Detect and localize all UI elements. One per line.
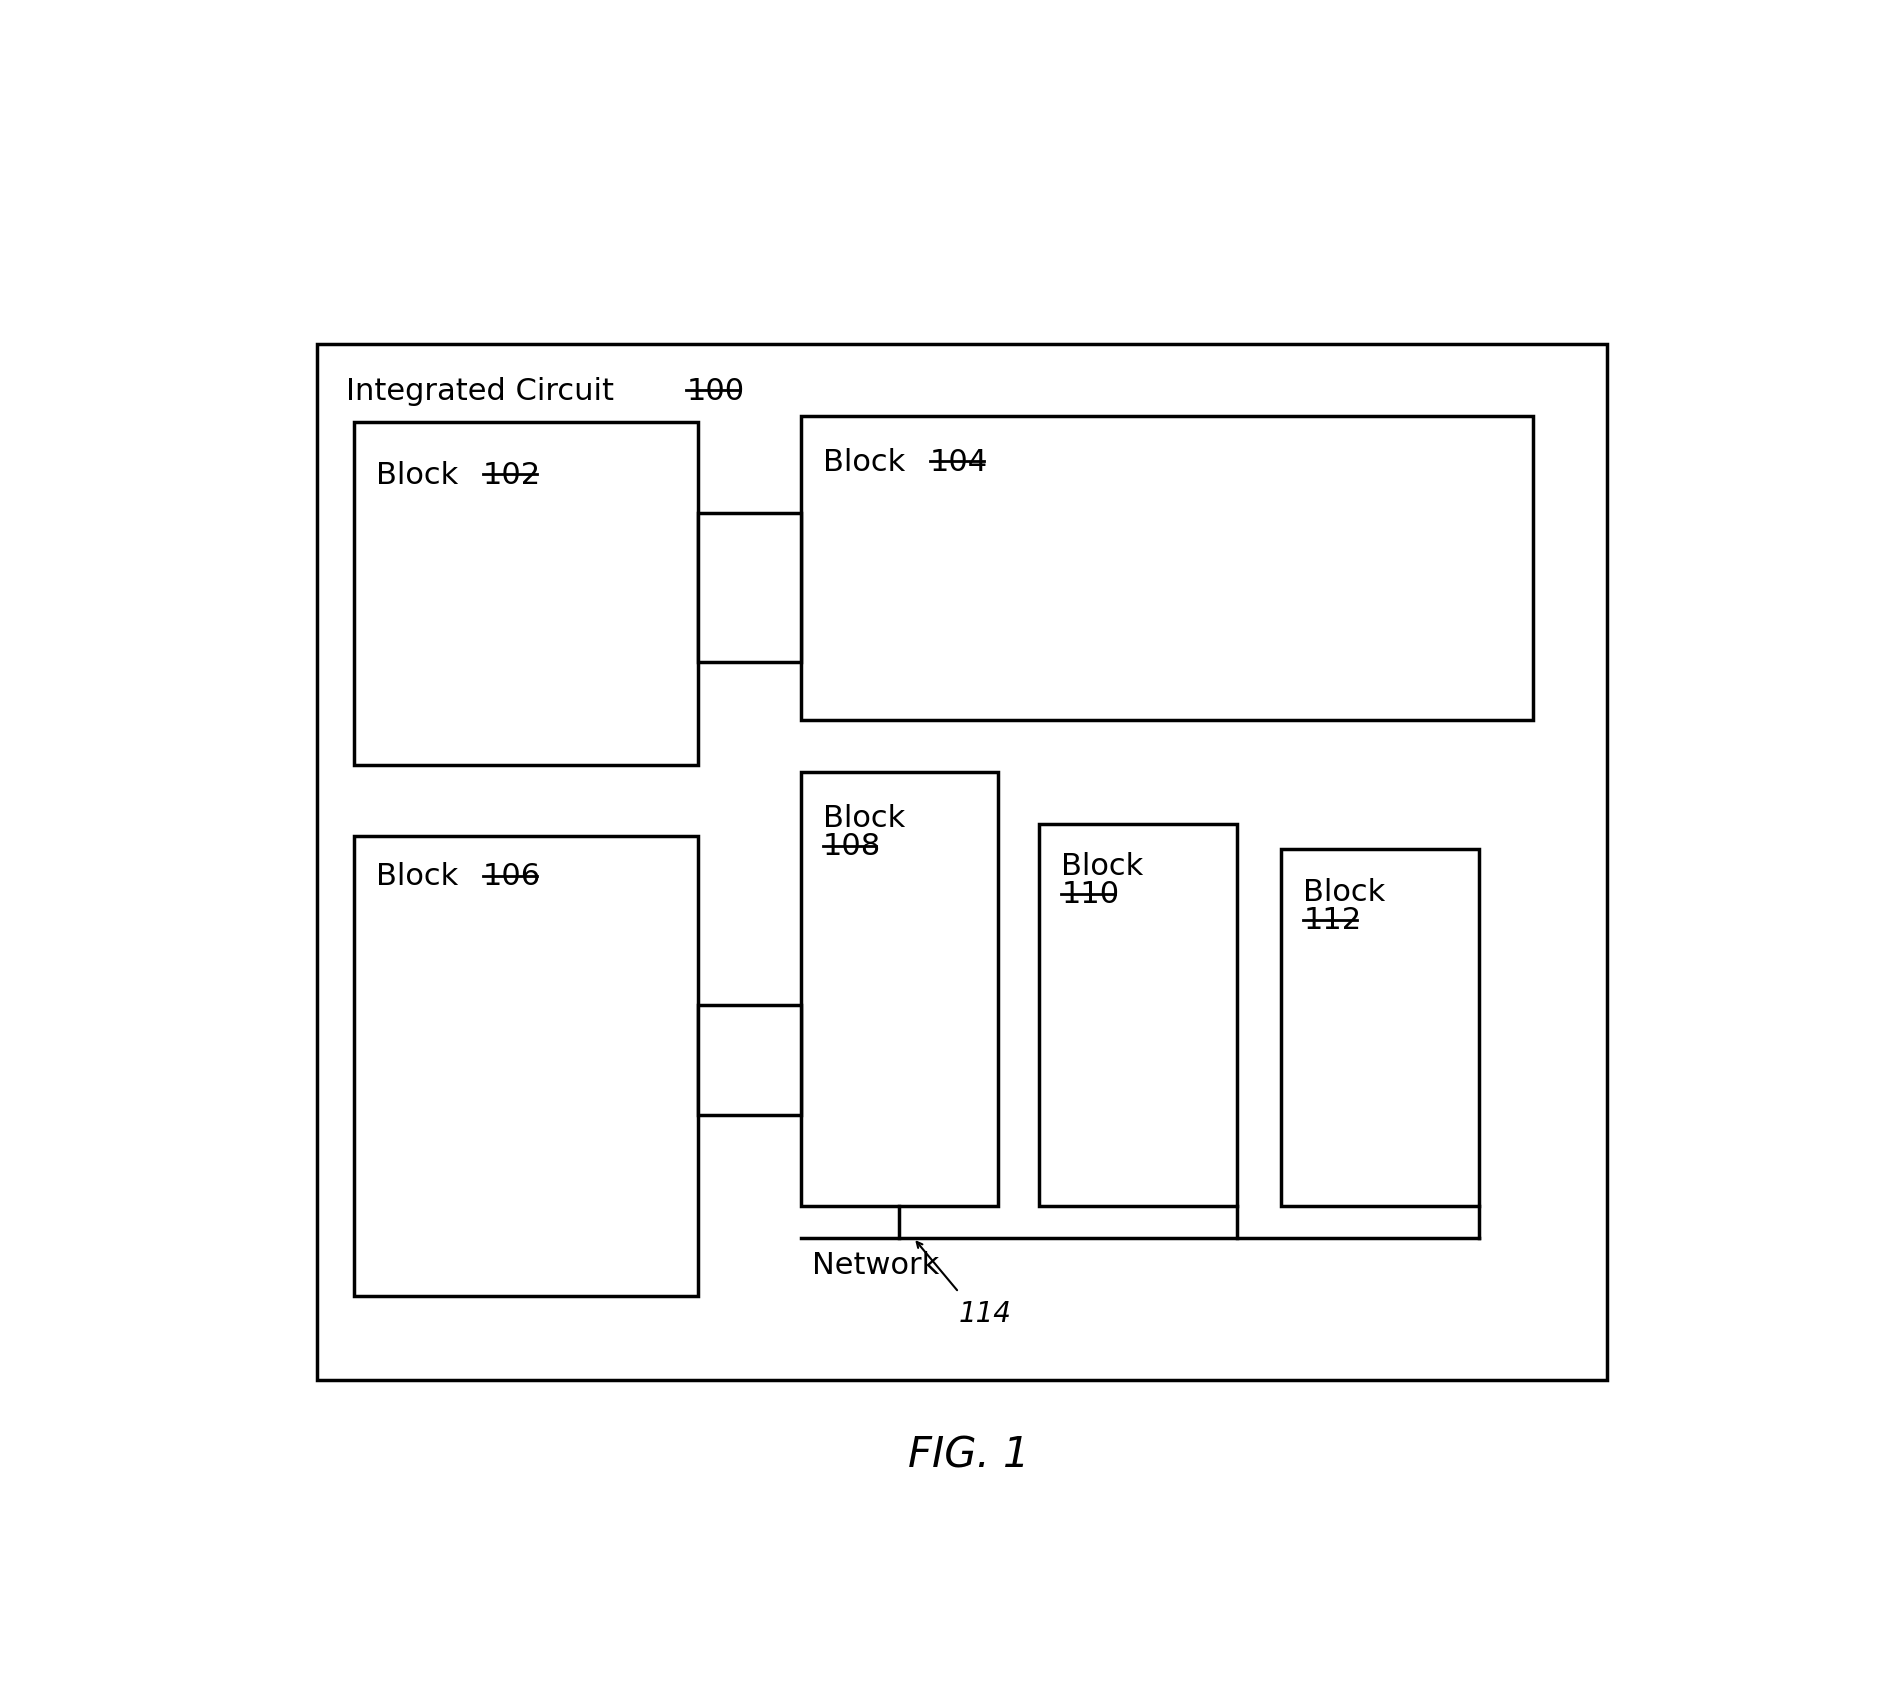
Bar <box>800 772 998 1206</box>
Text: FIG. 1: FIG. 1 <box>908 1435 1031 1477</box>
Bar <box>1282 849 1479 1206</box>
Text: Block: Block <box>376 461 467 489</box>
Text: Integrated Circuit: Integrated Circuit <box>346 377 624 405</box>
Text: 114: 114 <box>959 1300 1012 1329</box>
Bar <box>1040 824 1237 1206</box>
Text: 108: 108 <box>823 833 881 861</box>
Bar <box>354 422 698 765</box>
Bar <box>698 513 800 661</box>
Text: Network: Network <box>813 1251 940 1280</box>
Text: 112: 112 <box>1303 907 1362 935</box>
Bar <box>318 345 1607 1381</box>
Text: 104: 104 <box>930 447 989 478</box>
Text: Block: Block <box>823 804 904 833</box>
Text: Block: Block <box>1303 878 1386 907</box>
Bar <box>698 1004 800 1115</box>
Text: 100: 100 <box>686 377 745 405</box>
Text: Block: Block <box>376 863 467 891</box>
Bar <box>354 836 698 1297</box>
Text: 106: 106 <box>482 863 541 891</box>
Bar <box>800 415 1534 720</box>
Text: Block: Block <box>1061 853 1144 881</box>
Text: 102: 102 <box>482 461 541 489</box>
Text: 110: 110 <box>1061 880 1119 910</box>
Text: Block: Block <box>823 447 915 478</box>
